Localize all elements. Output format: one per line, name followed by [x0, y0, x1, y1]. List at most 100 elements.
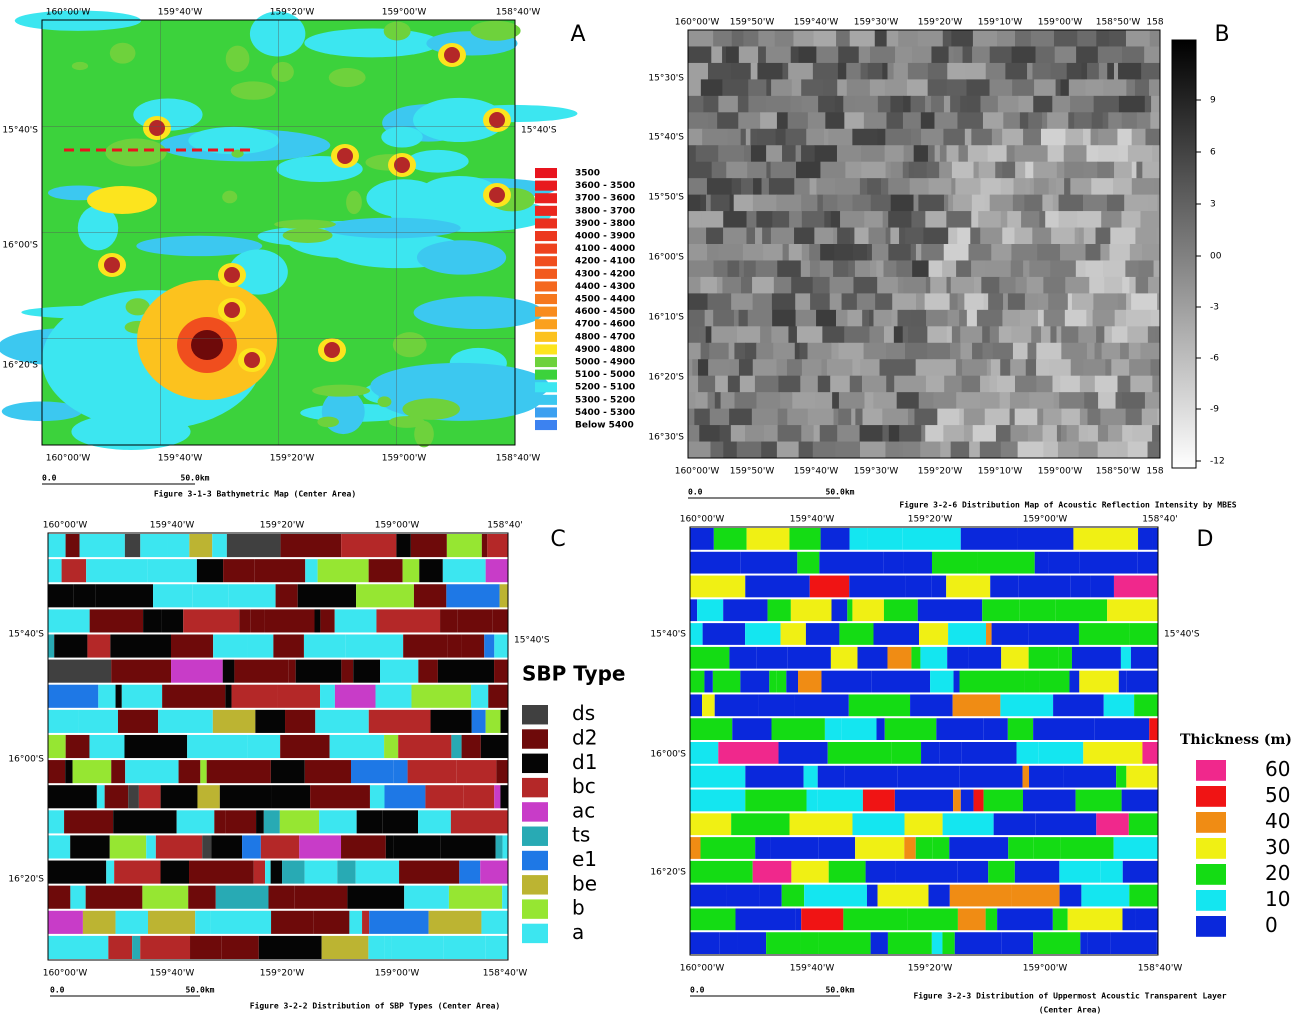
intensity-cell — [1066, 62, 1083, 80]
intensity-cell — [989, 375, 998, 393]
intensity-cell — [817, 375, 831, 393]
strip-segment — [771, 718, 825, 740]
intensity-cell — [940, 441, 952, 459]
intensity-cell — [688, 260, 714, 278]
strip-segment — [993, 813, 1036, 836]
right-tick-label: 15°40'S — [521, 126, 557, 136]
strip-segment — [442, 559, 486, 583]
intensity-cell — [885, 227, 891, 245]
intensity-cell — [836, 30, 851, 47]
bottom-tick-label: 159°20'W — [260, 969, 305, 979]
bottom-tick-label: 159°00'W — [375, 969, 420, 979]
intensity-cell — [838, 408, 852, 426]
strip-segment — [907, 908, 958, 931]
intensity-cell — [794, 227, 815, 245]
intensity-cell — [1034, 79, 1057, 97]
strip-segment — [456, 760, 497, 784]
intensity-cell — [819, 425, 838, 443]
intensity-cell — [948, 46, 955, 64]
intensity-cell — [845, 161, 862, 179]
legend-label: 50 — [1265, 783, 1290, 807]
intensity-cell — [711, 161, 727, 179]
intensity-cell — [1120, 342, 1130, 360]
strip-segment — [904, 837, 916, 859]
strip-segment — [1129, 623, 1158, 645]
intensity-cell — [864, 392, 874, 410]
intensity-cell — [1114, 161, 1133, 179]
intensity-cell — [688, 244, 708, 261]
strip-segment — [702, 694, 715, 717]
strip-segment — [319, 810, 357, 834]
intensity-cell — [867, 62, 883, 80]
strip-segment — [697, 599, 724, 622]
strip-segment — [1075, 789, 1122, 812]
intensity-cell — [966, 79, 991, 97]
strip-segment — [446, 534, 482, 558]
strip-segment — [818, 837, 856, 859]
intensity-cell — [801, 244, 810, 261]
intensity-cell — [704, 309, 714, 327]
strip-segment — [977, 551, 1035, 574]
intensity-cell — [800, 375, 819, 393]
intensity-cell — [1037, 244, 1061, 261]
strip-segment — [786, 670, 799, 693]
intensity-cell — [934, 145, 941, 163]
intensity-cell — [1098, 62, 1108, 80]
strip-segment — [1034, 551, 1049, 574]
strip-segment — [1039, 670, 1070, 693]
intensity-cell — [997, 30, 1016, 47]
intensity-cell — [1078, 227, 1085, 245]
strip-segment — [393, 760, 408, 784]
intensity-cell — [774, 30, 794, 47]
intensity-cell — [1086, 342, 1096, 360]
top-tick-label: 159°20'W — [918, 18, 963, 28]
strip-segment — [223, 559, 255, 583]
intensity-cell — [1109, 161, 1115, 179]
legend-swatch — [535, 420, 557, 431]
intensity-cell — [1036, 359, 1050, 377]
intensity-cell — [972, 46, 991, 64]
intensity-cell — [933, 359, 957, 377]
intensity-cell — [1064, 161, 1085, 179]
intensity-cell — [873, 309, 892, 327]
intensity-cell — [688, 128, 703, 146]
intensity-cell — [776, 359, 788, 377]
strip-segment — [96, 785, 105, 809]
intensity-cell — [688, 441, 711, 459]
intensity-cell — [1068, 79, 1087, 97]
legend-label: e1 — [572, 847, 597, 871]
intensity-cell — [911, 211, 926, 229]
strip-segment — [158, 709, 213, 733]
strip-segment — [1079, 670, 1119, 693]
top-tick-label: 159°20'W — [260, 521, 305, 531]
intensity-cell — [747, 161, 767, 179]
intensity-cell — [1097, 425, 1109, 443]
strip-segment — [841, 718, 877, 740]
intensity-cell — [927, 62, 948, 80]
intensity-cell — [738, 112, 761, 130]
intensity-cell — [843, 95, 856, 113]
intensity-cell — [951, 30, 974, 47]
intensity-cell — [1060, 375, 1081, 393]
strip-segment — [1103, 694, 1135, 717]
caption: Figure 3-1-3 Bathymetric Map (Center Are… — [154, 489, 356, 499]
intensity-cell — [688, 30, 714, 47]
strip-segment — [425, 785, 464, 809]
intensity-cell — [793, 30, 814, 47]
intensity-cell — [741, 178, 754, 196]
intensity-cell — [926, 161, 940, 179]
strip-segment — [250, 609, 265, 633]
strip-segment — [985, 908, 998, 931]
panel-letter: D — [1197, 527, 1214, 552]
intensity-cell — [893, 62, 909, 80]
intensity-cell — [915, 244, 922, 261]
strip-segment — [1053, 694, 1104, 717]
intensity-cell — [1134, 79, 1150, 97]
intensity-cell — [688, 178, 708, 196]
intensity-cell — [750, 145, 767, 163]
intensity-cell — [858, 46, 871, 64]
intensity-cell — [729, 408, 753, 426]
strip-segment — [189, 860, 254, 884]
intensity-cell — [987, 145, 1008, 163]
intensity-cell — [830, 375, 851, 393]
